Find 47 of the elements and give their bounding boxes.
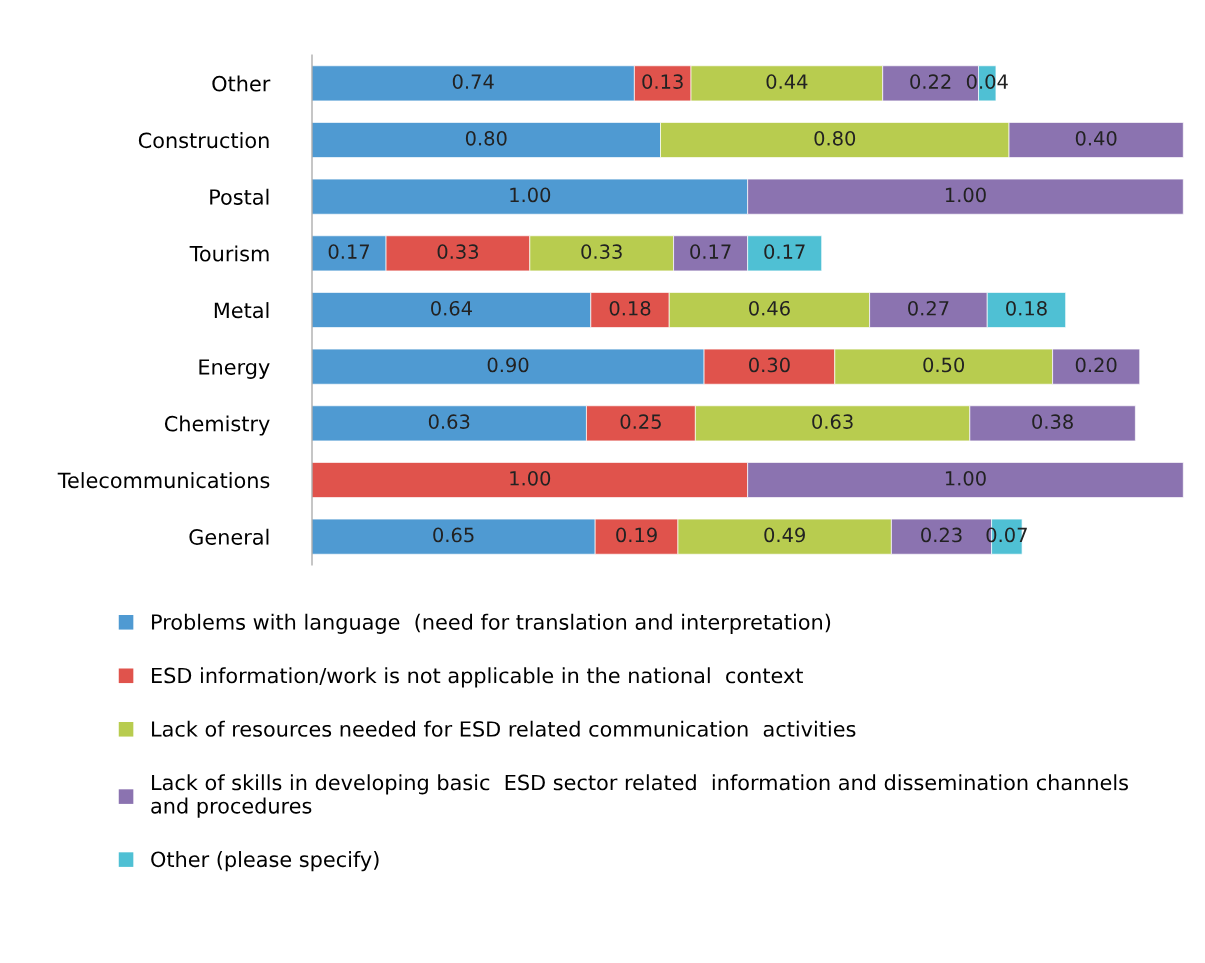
y-tick-label: Postal — [210, 188, 269, 205]
data-label: 0.33 — [581, 244, 622, 259]
data-label: 0.38 — [1032, 414, 1073, 429]
y-tick-label: Energy — [199, 359, 270, 379]
data-label: 0.13 — [642, 74, 683, 89]
data-label: 0.46 — [749, 300, 790, 316]
data-label: 1.00 — [510, 187, 551, 203]
legend-label: Problems with language (need for translation and interpretation) — [152, 613, 831, 634]
data-label: 0.22 — [910, 74, 951, 89]
legend-label: Lack of resources needed for ESD related communication activities — [152, 720, 856, 737]
data-label: 0.18 — [1006, 300, 1047, 316]
data-label: 1.00 — [945, 470, 986, 486]
data-label: 0.17 — [764, 244, 805, 259]
data-label: 0.63 — [812, 414, 853, 429]
data-label: 0.27 — [908, 300, 949, 316]
data-label: 0.64 — [431, 300, 472, 316]
y-tick-label: Telecommunications — [57, 472, 270, 489]
data-label: 0.90 — [487, 357, 529, 373]
data-label: 0.17 — [328, 244, 370, 259]
y-tick-label: Construction — [138, 132, 269, 149]
data-label: 0.25 — [620, 414, 661, 429]
data-label: 0.40 — [1075, 130, 1117, 146]
data-label: 0.20 — [1075, 357, 1117, 373]
data-label: 0.63 — [428, 414, 470, 429]
data-label: 0.80 — [465, 130, 507, 146]
data-label: 0.33 — [437, 244, 479, 259]
y-tick-label: Chemistry — [164, 415, 270, 436]
data-label: 0.19 — [616, 527, 657, 543]
y-tick-label: Metal — [214, 302, 269, 319]
data-label: 1.00 — [510, 470, 551, 486]
data-label: 0.30 — [749, 357, 790, 373]
data-label: 0.74 — [452, 74, 494, 89]
data-label: 0.80 — [814, 130, 856, 146]
data-label: 0.23 — [921, 527, 962, 543]
y-tick-label: Other — [212, 75, 271, 92]
data-label: 0.17 — [690, 244, 731, 259]
legend-label: Lack of skills in developing basic ESD sector related information and dissemination channels and procedures — [151, 774, 1128, 818]
data-label: 0.44 — [766, 74, 808, 89]
legend-label: Other (please specify) — [151, 851, 379, 872]
data-label: 1.00 — [945, 187, 986, 203]
data-label: 0.65 — [433, 527, 474, 543]
data-label: 0.49 — [764, 527, 805, 543]
y-tick-label: General — [189, 528, 269, 545]
legend-label: ESD information/work is not applicable in the national context — [152, 667, 803, 688]
data-label: 0.50 — [923, 357, 965, 373]
data-label: 0.18 — [609, 300, 651, 316]
y-tick-label: Tourism — [189, 245, 269, 262]
